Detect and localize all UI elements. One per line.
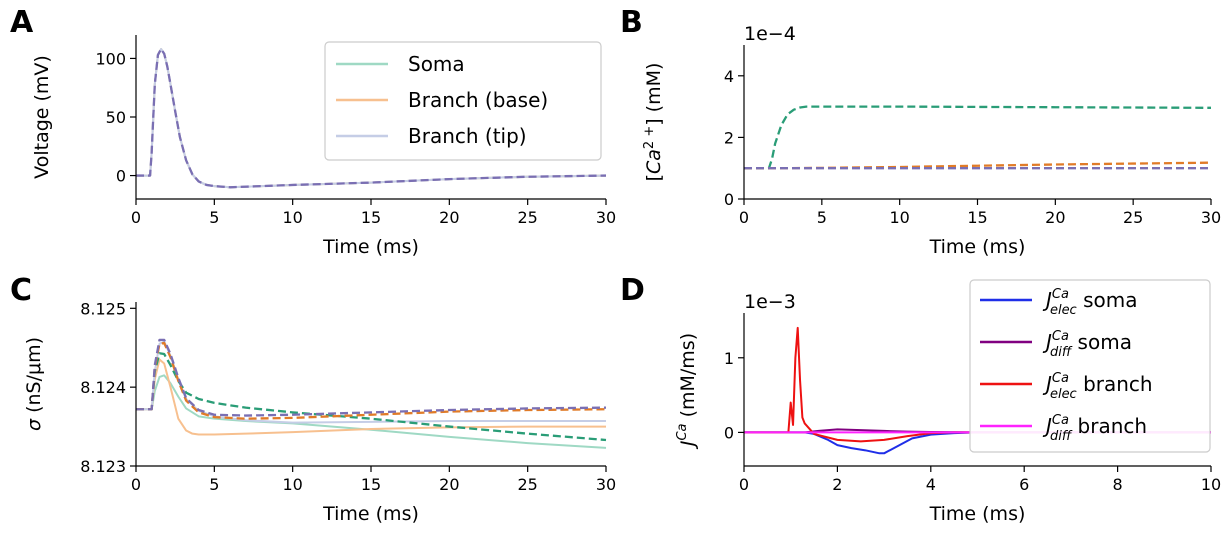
x-tick-label: 30 bbox=[596, 208, 616, 227]
series-line bbox=[136, 338, 607, 417]
y-tick-label: 1 bbox=[724, 349, 734, 368]
legend: Soma Branch (base) Branch (tip) bbox=[324, 41, 602, 161]
plot-area bbox=[136, 338, 607, 449]
x-tick-label: 0 bbox=[131, 475, 141, 494]
series-line bbox=[136, 358, 606, 436]
x-axis-label: Time (ms) bbox=[322, 503, 419, 525]
x-tick-label: 0 bbox=[739, 475, 749, 494]
y-tick-label: 100 bbox=[95, 49, 126, 68]
y-tick-label: 0 bbox=[724, 190, 734, 209]
x-tick-label: 10 bbox=[282, 208, 302, 227]
x-tick-label: 15 bbox=[361, 475, 381, 494]
series-line bbox=[136, 374, 607, 449]
panel-letter-c: C bbox=[10, 273, 32, 308]
y-tick-label: 2 bbox=[724, 128, 734, 147]
y-axis-label: σ (nS/μm) bbox=[23, 337, 45, 431]
series-line bbox=[136, 352, 607, 442]
x-axis-label: Time (ms) bbox=[929, 503, 1026, 525]
plot-area bbox=[136, 47, 607, 189]
x-tick-label: 15 bbox=[361, 208, 381, 227]
y-axis-label: Voltage (mV) bbox=[31, 55, 53, 179]
legend: JCa elec soma JCa diff soma JCa elec branch JC… bbox=[969, 279, 1211, 453]
series-line bbox=[744, 326, 1211, 443]
y-axis-label: [Ca2 +] (mM) bbox=[642, 63, 665, 182]
x-tick-label: 25 bbox=[1123, 208, 1143, 227]
y-tick-label: 8.125 bbox=[80, 299, 126, 318]
x-tick-label: 6 bbox=[1019, 475, 1029, 494]
y-axis-label: JCa (mM/ms) bbox=[675, 333, 699, 450]
x-axis-label: Time (ms) bbox=[322, 236, 419, 258]
legend-box bbox=[969, 279, 1211, 453]
x-tick-label: 15 bbox=[967, 208, 987, 227]
x-tick-label: 10 bbox=[1201, 475, 1221, 494]
x-axis-label: Time (ms) bbox=[929, 236, 1026, 258]
panel-letter-b: B bbox=[620, 5, 643, 40]
x-tick-label: 25 bbox=[517, 475, 537, 494]
panel-c: 0 5 10 15 20 25 30 8.123 8.124 8.125 Time (ms) σ (n… bbox=[23, 299, 616, 525]
legend-label: JCa diff soma bbox=[1042, 329, 1132, 360]
x-tick-label: 5 bbox=[209, 208, 219, 227]
y-tick-label: 8.124 bbox=[80, 378, 126, 397]
x-tick-label: 25 bbox=[517, 208, 537, 227]
panel-letter-d: D bbox=[620, 273, 645, 308]
series-line bbox=[136, 341, 607, 420]
panel-letter-a: A bbox=[10, 5, 34, 40]
x-tick-label: 20 bbox=[439, 208, 459, 227]
series-line bbox=[136, 340, 606, 424]
axis-offset-text: 1e−4 bbox=[744, 23, 796, 45]
x-tick-label: 10 bbox=[889, 208, 909, 227]
x-tick-label: 10 bbox=[282, 475, 302, 494]
y-tick-label: 0 bbox=[116, 167, 126, 186]
series-line bbox=[744, 105, 1212, 170]
plot-area bbox=[744, 105, 1212, 170]
x-tick-label: 0 bbox=[739, 208, 749, 227]
x-tick-label: 20 bbox=[439, 475, 459, 494]
legend-label: Branch (tip) bbox=[408, 124, 527, 148]
legend-label: JCa elec soma bbox=[1042, 287, 1137, 318]
legend-box bbox=[324, 41, 602, 161]
y-tick-label: 8.123 bbox=[80, 457, 126, 476]
x-tick-label: 0 bbox=[131, 208, 141, 227]
y-tick-label: 50 bbox=[106, 108, 126, 127]
panel-a: 0 5 10 15 20 25 30 0 50 100 Time (ms) Voltage (mV) S… bbox=[31, 35, 616, 258]
x-tick-label: 30 bbox=[596, 475, 616, 494]
legend-label: JCa diff branch bbox=[1042, 413, 1147, 444]
legend-label: JCa elec branch bbox=[1042, 371, 1153, 402]
legend-label: Branch (base) bbox=[408, 88, 548, 112]
series-line bbox=[136, 47, 607, 189]
y-tick-label: 4 bbox=[724, 67, 734, 86]
x-tick-label: 8 bbox=[1113, 475, 1123, 494]
x-tick-label: 20 bbox=[1045, 208, 1065, 227]
legend-label: Soma bbox=[408, 52, 465, 76]
x-tick-label: 2 bbox=[832, 475, 842, 494]
x-tick-label: 30 bbox=[1201, 208, 1221, 227]
panel-d: 0 2 4 6 8 10 0 1 Time (ms) 1e−3 JCa (mM/ms) JCa elec… bbox=[675, 279, 1221, 525]
panel-b: 0 5 10 15 20 25 30 0 2 4 Time (ms) 1e−4 [Ca2 +] (mM) bbox=[642, 23, 1221, 258]
x-tick-label: 5 bbox=[817, 208, 827, 227]
x-tick-label: 5 bbox=[209, 475, 219, 494]
y-tick-label: 0 bbox=[724, 423, 734, 442]
x-tick-label: 4 bbox=[926, 475, 936, 494]
axis-offset-text: 1e−3 bbox=[744, 291, 796, 313]
